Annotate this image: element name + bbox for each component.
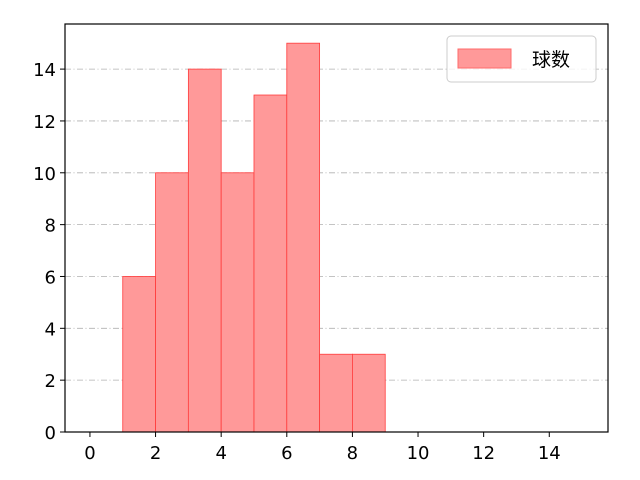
x-tick-label: 12 [472,443,495,464]
y-tick-label: 14 [33,60,56,81]
histogram-bar [220,172,255,433]
y-axis: 0 2 4 6 8 10 12 14 [33,60,65,444]
histogram-bar [253,94,288,433]
y-tick-label: 10 [33,164,56,185]
y-tick-label: 2 [45,371,56,392]
y-tick-label: 8 [45,216,56,237]
x-tick-label: 6 [281,443,292,464]
y-tick-label: 0 [45,423,56,444]
x-tick-label: 4 [215,443,226,464]
x-tick-label: 10 [407,443,430,464]
histogram-bar [187,68,222,433]
x-tick-label: 8 [347,443,358,464]
y-tick-label: 4 [45,319,56,340]
histogram-bar [155,172,189,433]
histogram-bar [286,42,321,433]
legend-box [446,35,597,83]
legend-label: 球数 [532,49,570,71]
bars [122,42,386,433]
x-axis: 0 2 4 6 8 10 12 14 [84,432,561,464]
plot-frame [64,23,609,433]
x-tick-label: 0 [84,443,95,464]
histogram-bar [319,353,353,433]
x-tick-label: 14 [538,443,561,464]
x-tick-label: 2 [150,443,161,464]
y-tick-label: 12 [33,112,56,133]
legend: 球数 [446,35,597,83]
y-tick-label: 6 [45,267,56,288]
legend-swatch [457,48,512,69]
histogram-bar [352,353,386,433]
histogram-bar [122,276,156,433]
